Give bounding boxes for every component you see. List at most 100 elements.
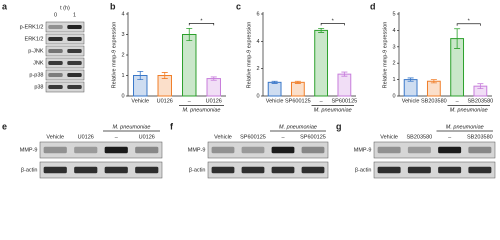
y-tick-label: 1: [121, 73, 124, 79]
error-bar: [341, 71, 348, 77]
column-label: SP600125: [240, 134, 266, 140]
row-label: JNK: [33, 60, 44, 66]
error-bar: [271, 80, 278, 84]
blot-strip: [45, 57, 85, 69]
significance-bracket: [320, 23, 345, 26]
blot-strip: [39, 141, 163, 159]
group-label: M. pneumoniae: [113, 124, 151, 130]
blot-band: [407, 166, 431, 174]
x-tick-label: –: [456, 98, 460, 104]
x-tick-label: SB203580: [468, 98, 494, 104]
panel-label: f: [170, 121, 174, 131]
blot-strip: [45, 81, 85, 93]
bar: [290, 81, 305, 97]
significance-label: *: [468, 19, 471, 25]
group-label: M. pneumoniae: [450, 107, 488, 113]
y-tick-label: 4: [392, 28, 395, 34]
blot-band: [468, 146, 492, 154]
row-label: p-ERK1/2: [20, 24, 44, 30]
blot-band: [74, 166, 98, 174]
column-label: SB203580: [467, 134, 493, 140]
y-tick-label: 2: [121, 52, 124, 58]
group-label: M. pneumoniae: [314, 107, 352, 113]
blot-band: [438, 146, 462, 154]
blot-band: [67, 25, 82, 29]
row-label: MMP-9: [354, 147, 372, 153]
y-tick-label: 5: [392, 11, 395, 17]
y-axis-title: Relative mmp-9 expression: [111, 22, 117, 89]
y-tick-label: 6: [256, 11, 259, 17]
y-tick-label: 1: [392, 77, 395, 83]
blot-band: [48, 25, 63, 29]
panel-label: g: [336, 121, 342, 131]
blot-band: [48, 73, 63, 77]
column-label: U0126: [139, 134, 155, 140]
blot-strip: [45, 45, 85, 57]
row-label: MMP-9: [20, 147, 38, 153]
y-axis-title: Relative mmp-9 expression: [382, 22, 388, 89]
x-tick-label: –: [188, 98, 192, 104]
bar: [337, 73, 352, 97]
error-bar: [137, 71, 144, 80]
blot-band: [48, 85, 63, 89]
significance-label: *: [200, 18, 203, 24]
x-tick-label: U0126: [206, 98, 222, 104]
blot-band: [301, 146, 325, 154]
panel-label: c: [236, 1, 241, 11]
blot-band: [377, 166, 401, 174]
blot-band: [48, 49, 63, 53]
row-label: β-actin: [355, 167, 372, 173]
panel-label: d: [370, 1, 376, 11]
blot-strip: [373, 141, 496, 159]
column-label: Vehicle: [214, 134, 232, 140]
panel-label: e: [2, 121, 7, 131]
blot-band: [438, 166, 462, 174]
x-tick-label: U0126: [157, 98, 173, 104]
blot-band: [67, 49, 82, 53]
column-label: –: [115, 134, 119, 140]
blot-band: [377, 146, 401, 154]
error-bar: [210, 76, 217, 81]
blot-band: [241, 146, 265, 154]
blot-band: [135, 146, 159, 154]
y-tick-label: 3: [121, 32, 124, 38]
y-tick-label: 3: [392, 44, 395, 50]
error-bar: [407, 77, 414, 82]
column-label: SP600125: [300, 134, 326, 140]
blot-band: [211, 146, 235, 154]
x-tick-label: Vehicle: [402, 98, 420, 104]
y-tick-label: 0: [392, 93, 395, 99]
y-tick-label: 0: [256, 93, 259, 99]
error-bar: [161, 72, 168, 79]
significance-bracket: [456, 23, 481, 26]
blot-band: [43, 166, 67, 174]
blot-strip: [39, 161, 163, 179]
blot-band: [67, 61, 82, 65]
blot-band: [74, 146, 98, 154]
column-label: Vehicle: [380, 134, 398, 140]
blot-band: [48, 61, 63, 65]
x-tick-label: –: [320, 98, 324, 104]
blot-strip: [373, 161, 496, 179]
column-label: –: [448, 134, 452, 140]
blot-strip: [207, 141, 329, 159]
blot-band: [271, 166, 295, 174]
blot-band: [67, 85, 82, 89]
error-bar: [294, 80, 301, 84]
figure: b Relative mmp-9 expression 0 1 2 3 4 Vehicle U0…: [2, 1, 496, 179]
blot-band: [67, 37, 82, 41]
blot-strip: [207, 161, 329, 179]
x-tick-label: SP600125: [285, 98, 311, 104]
significance-bracket: [188, 23, 215, 26]
bar: [314, 29, 329, 97]
y-tick-label: 4: [121, 11, 124, 17]
bar: [182, 34, 197, 97]
blot-band: [271, 146, 295, 154]
bar: [267, 81, 282, 97]
bar: [206, 78, 221, 97]
blot-strip: [45, 21, 85, 33]
y-tick-label: 0: [121, 93, 124, 99]
column-label: U0126: [78, 134, 94, 140]
column-label: 0: [54, 12, 57, 18]
panel-label: a: [2, 1, 8, 11]
